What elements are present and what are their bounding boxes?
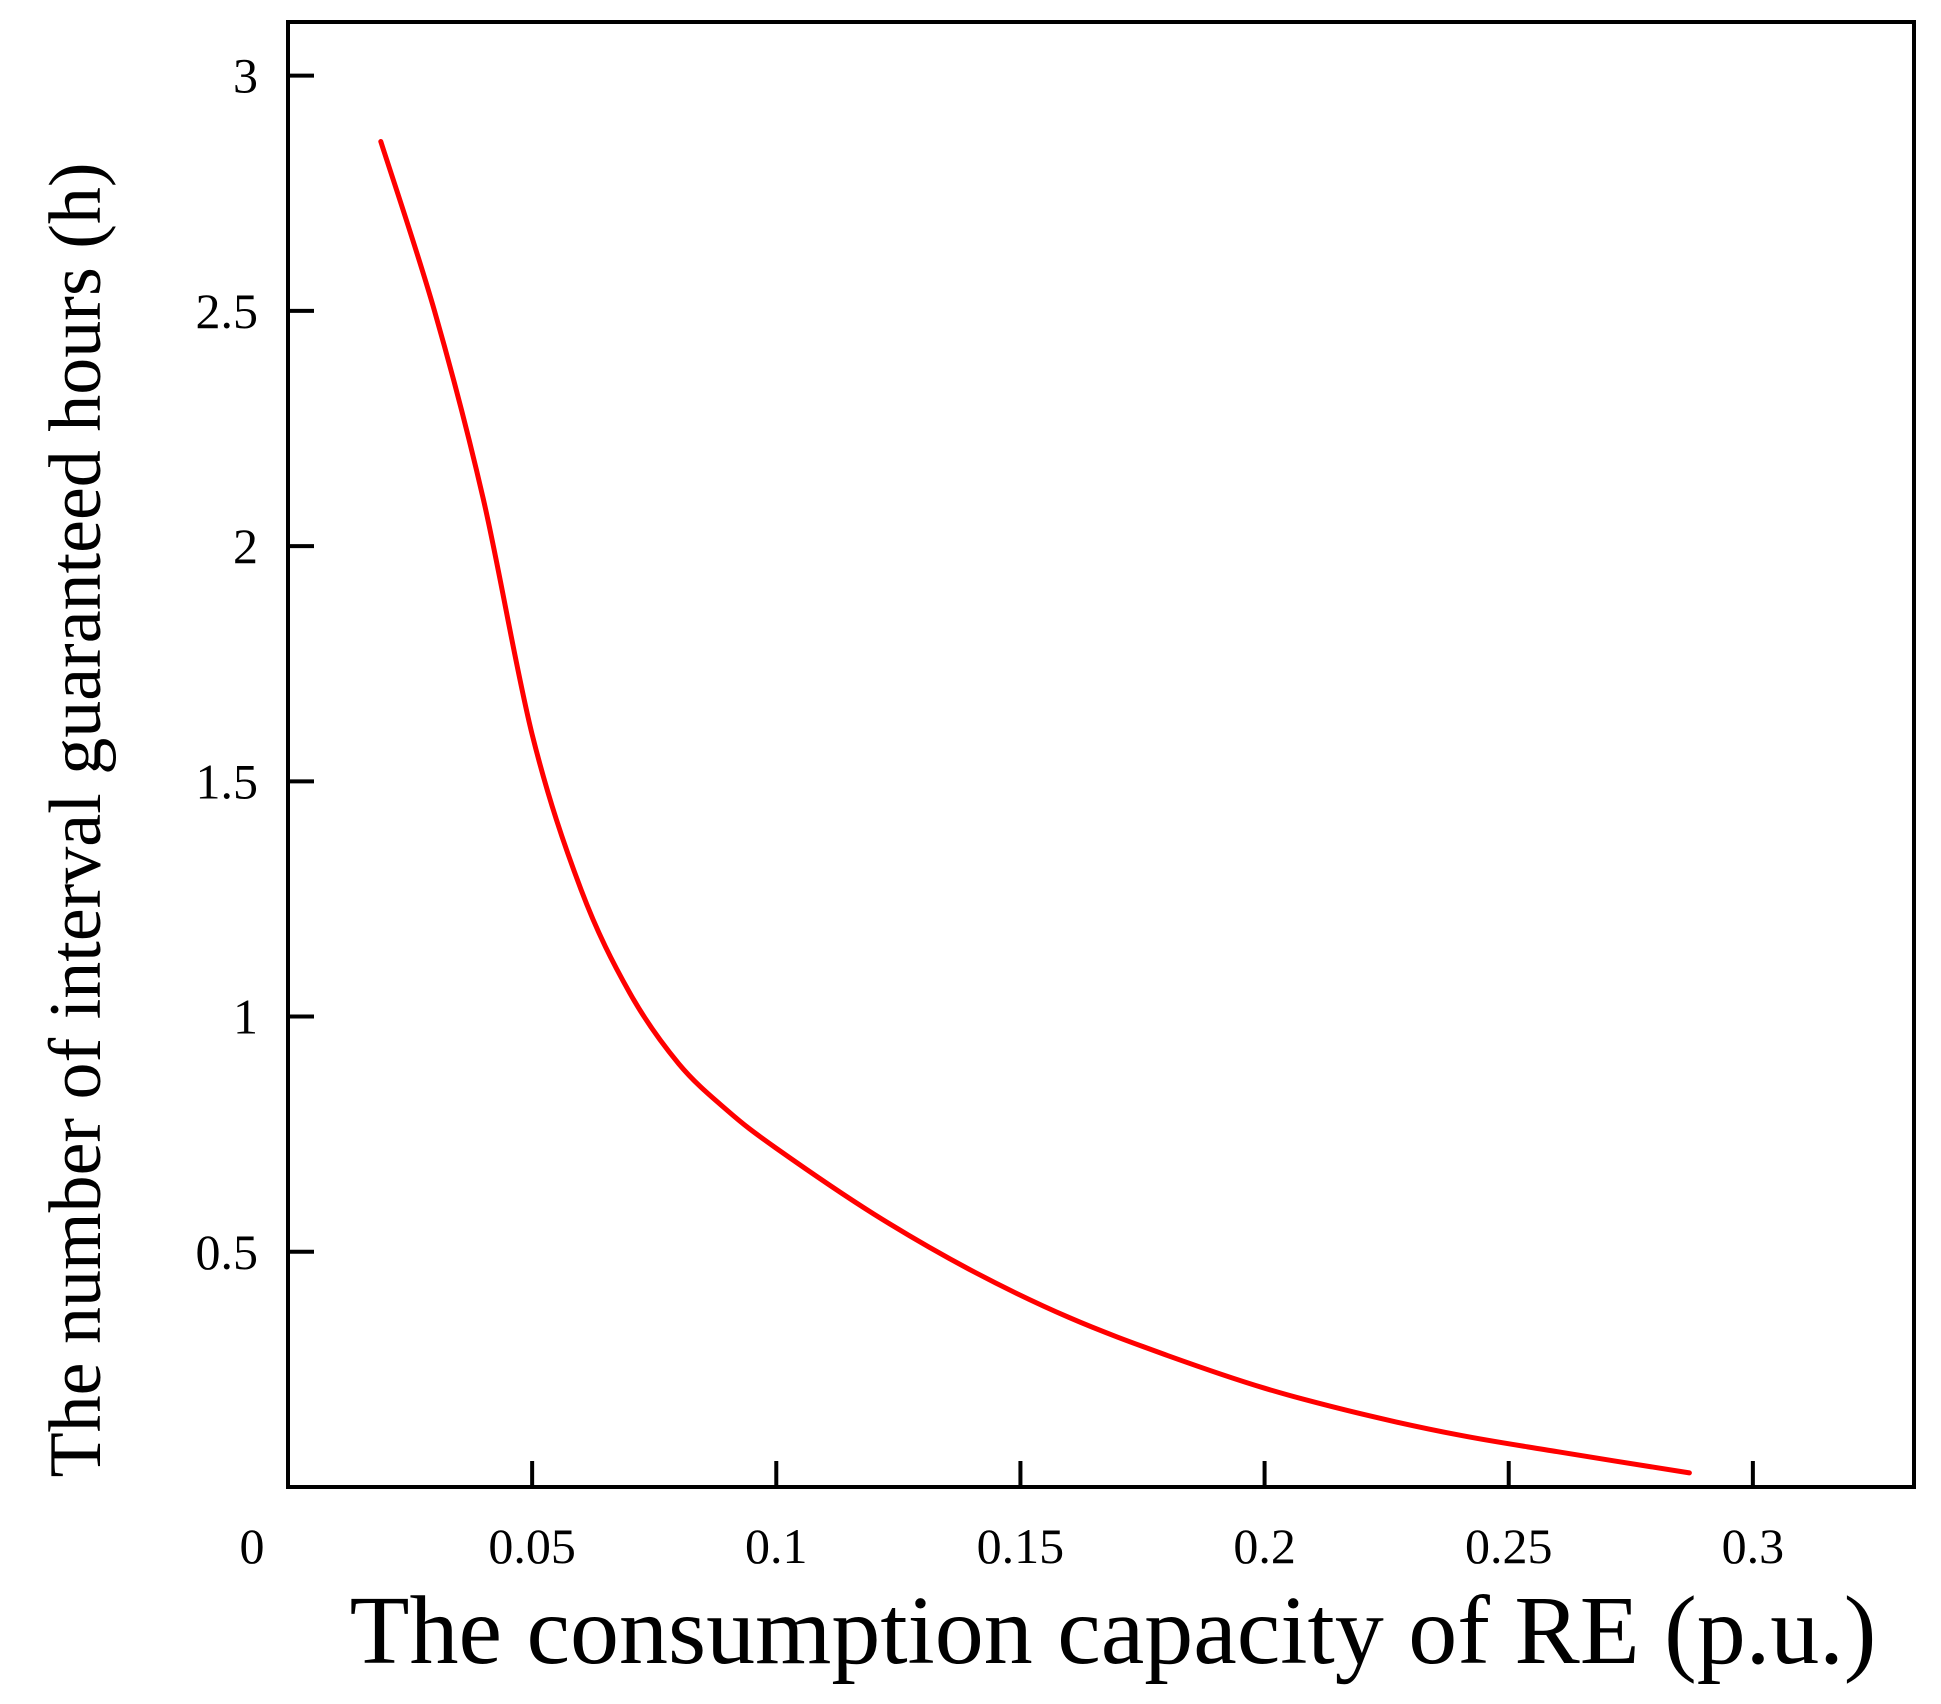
tick-labels: 0.05 0.1 0.15 0.2 0.25 0.3 0.5 1 1.5 2 2.5 3 <box>196 48 1785 1574</box>
x-tick-label-5: 0.3 <box>1722 1518 1785 1574</box>
x-tick-label-3: 0.2 <box>1233 1518 1296 1574</box>
y-tick-label-3: 2 <box>233 518 258 574</box>
x-tick-label-1: 0.1 <box>745 1518 808 1574</box>
y-tick-label-5: 3 <box>233 48 258 104</box>
y-tick-label-1: 1 <box>233 989 258 1045</box>
y-tick-label-2: 1.5 <box>196 753 259 809</box>
y-tick-label-4: 2.5 <box>196 283 259 339</box>
y-axis-title: The number of interval guaranteed hours … <box>35 162 117 1477</box>
y-tick-label-0: 0.5 <box>196 1224 259 1280</box>
series-line-0 <box>378 139 1692 1476</box>
origin-label: 0 <box>240 1518 265 1574</box>
x-tick-label-0: 0.05 <box>488 1518 576 1574</box>
plot-frame <box>286 20 1916 1489</box>
x-axis-title: The consumption capacity of RE (p.u.) <box>350 1577 1877 1685</box>
x-tick-label-2: 0.15 <box>977 1518 1065 1574</box>
series-lines <box>378 139 1692 1476</box>
x-tick-label-4: 0.25 <box>1465 1518 1553 1574</box>
axis-ticks <box>288 73 1755 1487</box>
